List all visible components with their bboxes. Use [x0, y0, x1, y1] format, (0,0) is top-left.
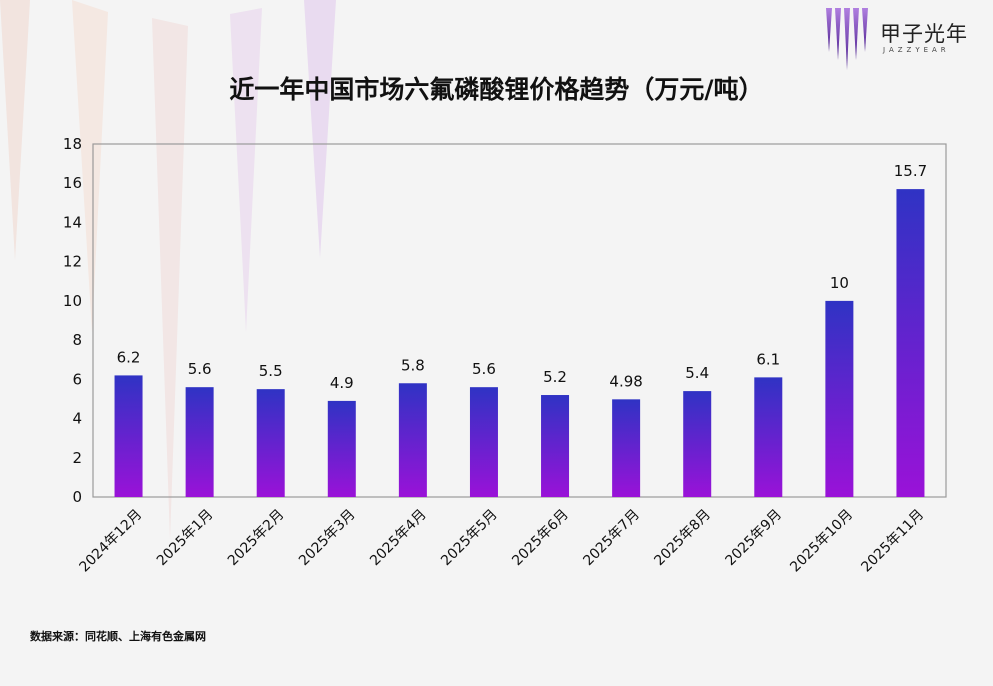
- bar: [398, 383, 427, 497]
- y-tick-label: 14: [63, 213, 82, 231]
- y-tick-label: 8: [72, 331, 82, 349]
- x-tick-label: 2025年2月: [225, 507, 288, 570]
- y-tick-label: 16: [63, 174, 82, 192]
- bar-value-label: 5.2: [543, 368, 567, 386]
- bar: [327, 400, 356, 497]
- bar: [754, 377, 783, 497]
- y-tick-label: 12: [63, 253, 82, 271]
- brand-name: 甲子光年: [880, 22, 968, 46]
- bar-value-label: 5.4: [685, 364, 709, 382]
- bar-value-label: 6.1: [756, 350, 780, 368]
- source-note: 数据来源：同花顺、上海有色金属网: [30, 630, 206, 643]
- bar-value-label: 5.6: [472, 360, 496, 378]
- bar: [185, 387, 214, 497]
- plot-frame: [92, 143, 947, 498]
- x-tick-label: 2025年10月: [787, 507, 856, 576]
- x-tick-label: 2025年4月: [367, 507, 430, 570]
- y-tick-label: 0: [72, 488, 82, 506]
- brand-subtitle: JAZZYEAR: [883, 46, 950, 54]
- x-tick-label: 2025年7月: [580, 507, 643, 570]
- x-tick-label: 2025年1月: [154, 507, 217, 570]
- y-tick-label: 10: [63, 292, 82, 310]
- bar-value-label: 4.98: [609, 372, 642, 390]
- y-axis: 0 2 4 6 8 10 12 14 16 18: [63, 135, 82, 506]
- bar-value-label: 5.6: [188, 360, 212, 378]
- bar: [256, 389, 285, 497]
- bar: [683, 391, 712, 497]
- x-tick-label: 2025年9月: [723, 507, 786, 570]
- bar: [896, 189, 925, 497]
- y-tick-label: 18: [63, 135, 82, 153]
- bar-value-label: 5.8: [401, 356, 425, 374]
- bar-value-label: 10: [830, 274, 849, 292]
- x-tick-label: 2025年11月: [858, 507, 927, 576]
- x-axis: 2024年12月 2025年1月 2025年2月 2025年3月 2025年4月 2025…: [76, 507, 927, 576]
- bar: [825, 300, 854, 497]
- x-tick-label: 2025年8月: [651, 507, 714, 570]
- bar: [114, 375, 143, 497]
- bars-group: 6.2 5.6 5.5 4.9 5.8 5.6 5.2 4.98 5.4 6.1 10 15.7: [114, 162, 927, 497]
- bar-value-label: 5.5: [259, 362, 283, 380]
- y-tick-label: 4: [72, 410, 82, 428]
- bar: [469, 387, 498, 497]
- y-tick-label: 6: [72, 370, 82, 388]
- x-tick-label: 2025年5月: [438, 507, 501, 570]
- x-tick-label: 2025年6月: [509, 507, 572, 570]
- vertical-bars-logo-icon: [826, 8, 868, 70]
- bar-value-label: 4.9: [330, 374, 354, 392]
- chart-title: 近一年中国市场六氟磷酸锂价格趋势（万元/吨）: [229, 75, 764, 104]
- x-tick-label: 2025年3月: [296, 507, 359, 570]
- bar: [541, 395, 570, 497]
- bar: [612, 399, 641, 497]
- bar-value-label: 15.7: [894, 162, 927, 180]
- x-tick-label: 2024年12月: [76, 507, 145, 576]
- y-tick-label: 2: [72, 449, 82, 467]
- bar-value-label: 6.2: [117, 348, 141, 366]
- brand-logo: 甲子光年 JAZZYEAR: [826, 8, 986, 70]
